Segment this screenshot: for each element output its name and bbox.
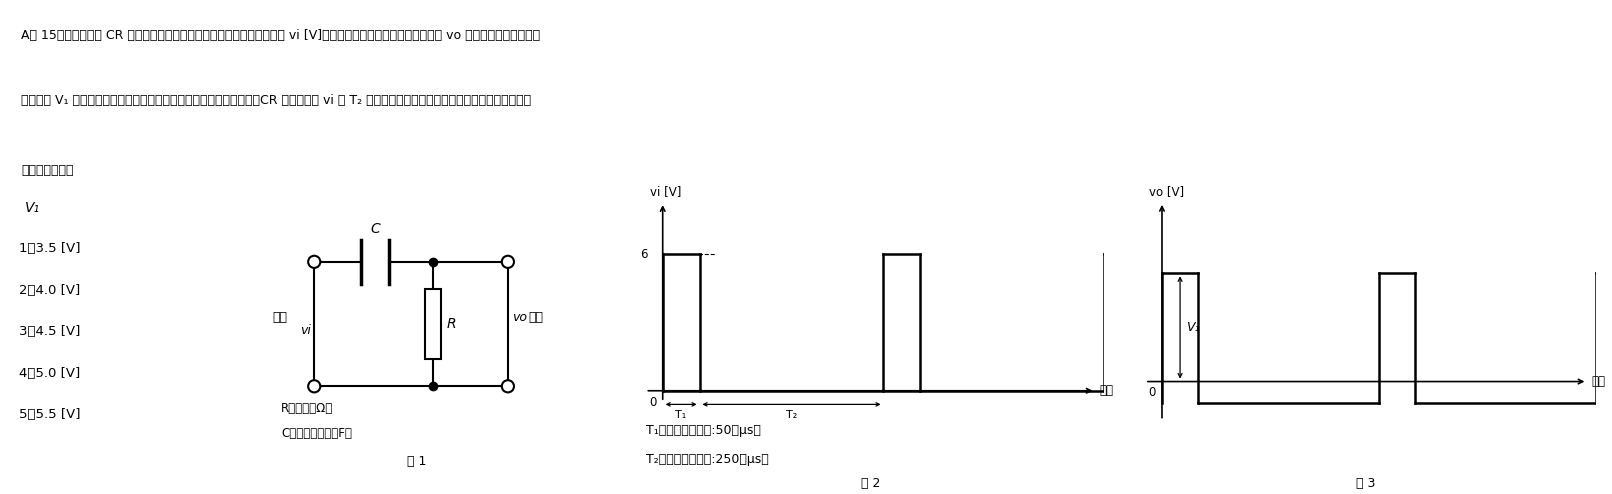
Text: vi [V]: vi [V] (650, 185, 682, 198)
Text: 0: 0 (650, 396, 656, 410)
Text: vo: vo (513, 311, 527, 324)
Text: R: R (447, 317, 456, 331)
Circle shape (308, 380, 321, 392)
Text: 図 2: 図 2 (861, 477, 880, 490)
Text: V₁: V₁ (1186, 321, 1199, 334)
Text: 図 1: 図 1 (406, 454, 426, 467)
Text: 時間: 時間 (1591, 375, 1606, 388)
Text: 時間: 時間 (1099, 384, 1114, 397)
Text: vi: vi (300, 325, 311, 337)
Text: T₁: T₁ (675, 410, 687, 420)
Text: 出力: 出力 (529, 311, 543, 324)
Text: V₁: V₁ (24, 201, 40, 215)
Text: 1　3.5 [V]: 1 3.5 [V] (19, 243, 81, 255)
Circle shape (308, 256, 321, 268)
Text: 5　5.5 [V]: 5 5.5 [V] (19, 409, 81, 421)
Text: A－ 15　図１に示す CR 回路の入力に、図２に示す矩形パルス列の電圧 vi [V]を加えたとき、図３に示す出力電圧 vo が得られた。このとき: A－ 15 図１に示す CR 回路の入力に、図２に示す矩形パルス列の電圧 vi … (21, 29, 540, 41)
Text: 入力: 入力 (272, 311, 287, 324)
Circle shape (501, 256, 514, 268)
Text: の電圧 V₁ の値として、正しいものを下の番号から選べ。ただし、CR の時定数は vi の T₂ よりも十分大きく、また、回路は定常状態にある: の電圧 V₁ の値として、正しいものを下の番号から選べ。ただし、CR の時定数は… (21, 94, 530, 107)
Text: 4　5.0 [V]: 4 5.0 [V] (19, 367, 79, 380)
Text: C：コンデンサ［F］: C：コンデンサ［F］ (280, 427, 351, 440)
Text: R：抵抗［Ω］: R：抵抗［Ω］ (280, 402, 334, 415)
Text: 3　4.5 [V]: 3 4.5 [V] (19, 326, 81, 338)
Text: C: C (371, 222, 380, 236)
Text: 2　4.0 [V]: 2 4.0 [V] (19, 284, 79, 297)
Text: 0: 0 (1148, 386, 1156, 399)
Text: T₁（パルス幅）　:50［μs］: T₁（パルス幅） :50［μs］ (646, 424, 761, 437)
Bar (426, 289, 442, 359)
Text: T₂: T₂ (787, 410, 796, 420)
Text: T₂（パルス間隔）:250［μs］: T₂（パルス間隔）:250［μs］ (646, 453, 769, 466)
Text: vo [V]: vo [V] (1149, 185, 1185, 198)
Text: 図 3: 図 3 (1356, 477, 1377, 490)
Text: ものとする。: ものとする。 (21, 164, 74, 177)
Text: 6: 6 (640, 248, 648, 261)
Circle shape (501, 380, 514, 392)
